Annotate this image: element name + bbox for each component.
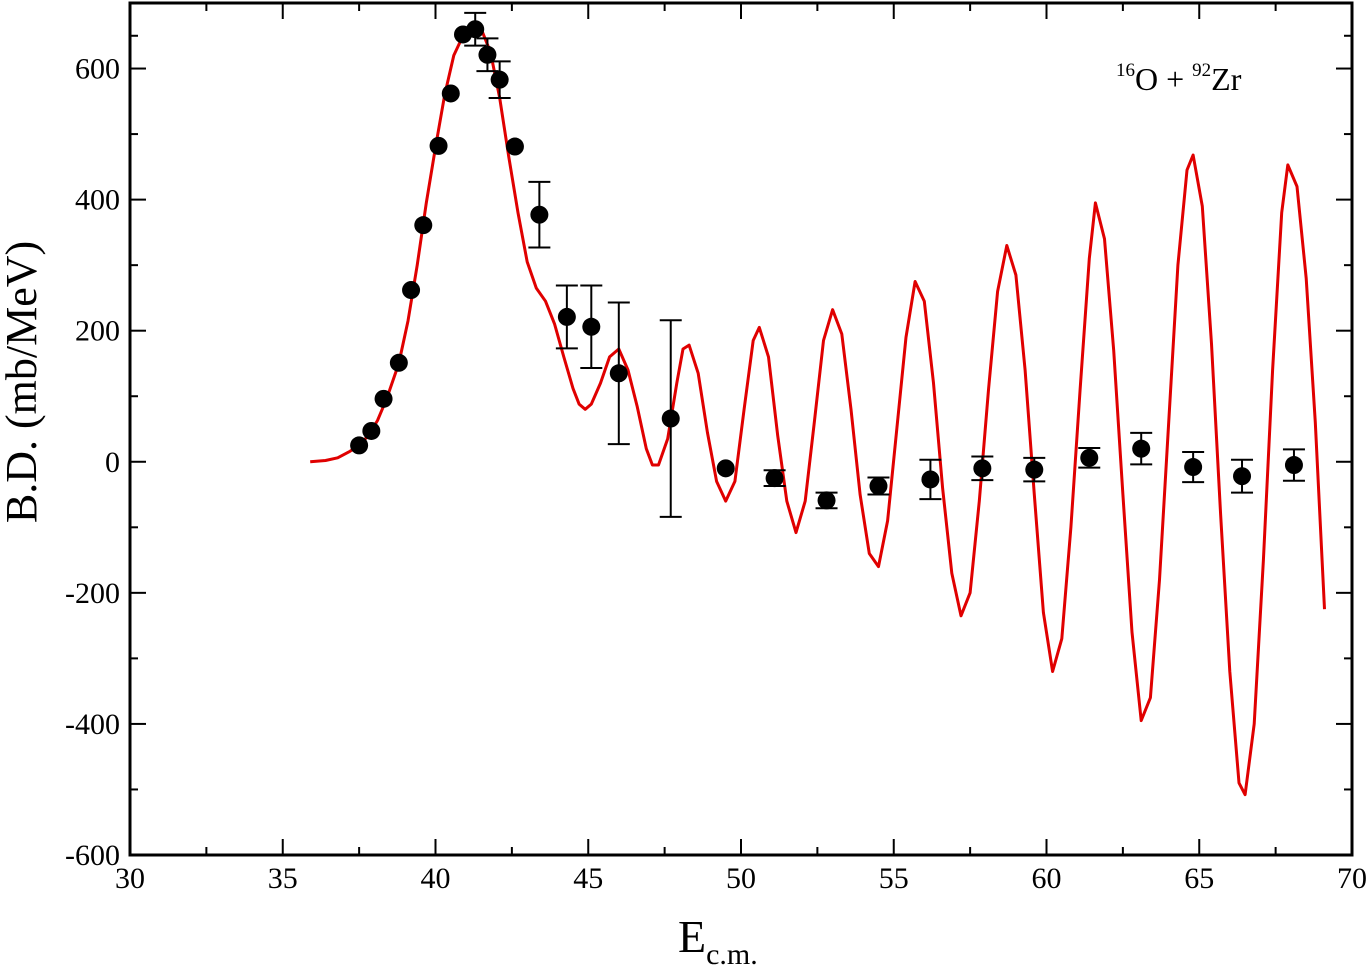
data-point bbox=[429, 136, 448, 155]
data-point bbox=[1284, 456, 1303, 475]
reaction-symbol-1: O + bbox=[1135, 61, 1192, 97]
data-point bbox=[350, 436, 369, 455]
data-point bbox=[557, 307, 576, 326]
data-point bbox=[466, 20, 485, 39]
x-tick-label: 45 bbox=[573, 862, 603, 895]
data-point bbox=[869, 477, 888, 496]
x-tick-label: 55 bbox=[879, 862, 909, 895]
data-point bbox=[374, 389, 393, 408]
y-tick-label: -200 bbox=[65, 577, 120, 610]
reaction-annotation: 16O + 92Zr bbox=[1116, 60, 1242, 97]
reaction-mass-1: 16 bbox=[1116, 60, 1135, 81]
x-axis-title-main: E bbox=[678, 911, 706, 962]
reaction-symbol-2: Zr bbox=[1211, 61, 1242, 97]
data-point bbox=[490, 70, 509, 89]
data-point bbox=[530, 205, 549, 224]
points-layer bbox=[350, 11, 1305, 518]
data-point bbox=[441, 84, 460, 103]
y-tick-label: 0 bbox=[105, 446, 120, 479]
axes bbox=[128, 1, 1354, 857]
data-point bbox=[765, 469, 784, 488]
x-axis-title-subscript: c.m. bbox=[706, 938, 758, 965]
x-tick-label: 40 bbox=[421, 862, 451, 895]
x-axis-title: Ec.m. bbox=[678, 911, 758, 965]
data-point bbox=[362, 421, 381, 440]
labels-layer: 30 35 40 45 50 55 60 65 70 -600 -400 -200 0 200 400 600 bbox=[65, 53, 1367, 895]
data-point bbox=[921, 470, 940, 489]
data-point bbox=[389, 353, 408, 372]
data-point bbox=[582, 317, 601, 336]
data-point bbox=[817, 491, 836, 510]
y-tick-label: 600 bbox=[75, 53, 120, 86]
data-point bbox=[1184, 458, 1203, 477]
data-point bbox=[1025, 460, 1044, 479]
theory-curve bbox=[310, 26, 1326, 797]
data-point bbox=[414, 216, 433, 235]
x-tick-label: 70 bbox=[1337, 862, 1367, 895]
x-tick-label: 50 bbox=[726, 862, 756, 895]
y-tick-label: 400 bbox=[75, 184, 120, 217]
x-tick-label: 30 bbox=[115, 862, 145, 895]
y-tick-label: 200 bbox=[75, 315, 120, 348]
data-point bbox=[716, 459, 735, 478]
data-point bbox=[1233, 467, 1252, 486]
data-point bbox=[1080, 448, 1099, 467]
curve-layer bbox=[310, 26, 1326, 797]
data-point bbox=[505, 137, 524, 156]
x-tick-label: 35 bbox=[268, 862, 298, 895]
y-tick-label: -600 bbox=[65, 839, 120, 872]
data-point bbox=[1132, 439, 1151, 458]
data-point bbox=[661, 409, 680, 428]
data-point bbox=[609, 364, 628, 383]
data-point bbox=[478, 45, 497, 64]
y-tick-label: -400 bbox=[65, 708, 120, 741]
y-axis-title: B.D. (mb/MeV) bbox=[0, 241, 46, 523]
data-point bbox=[402, 281, 421, 300]
reaction-mass-2: 92 bbox=[1192, 60, 1211, 81]
x-tick-label: 65 bbox=[1184, 862, 1214, 895]
data-point bbox=[973, 459, 992, 478]
x-tick-label: 60 bbox=[1032, 862, 1062, 895]
